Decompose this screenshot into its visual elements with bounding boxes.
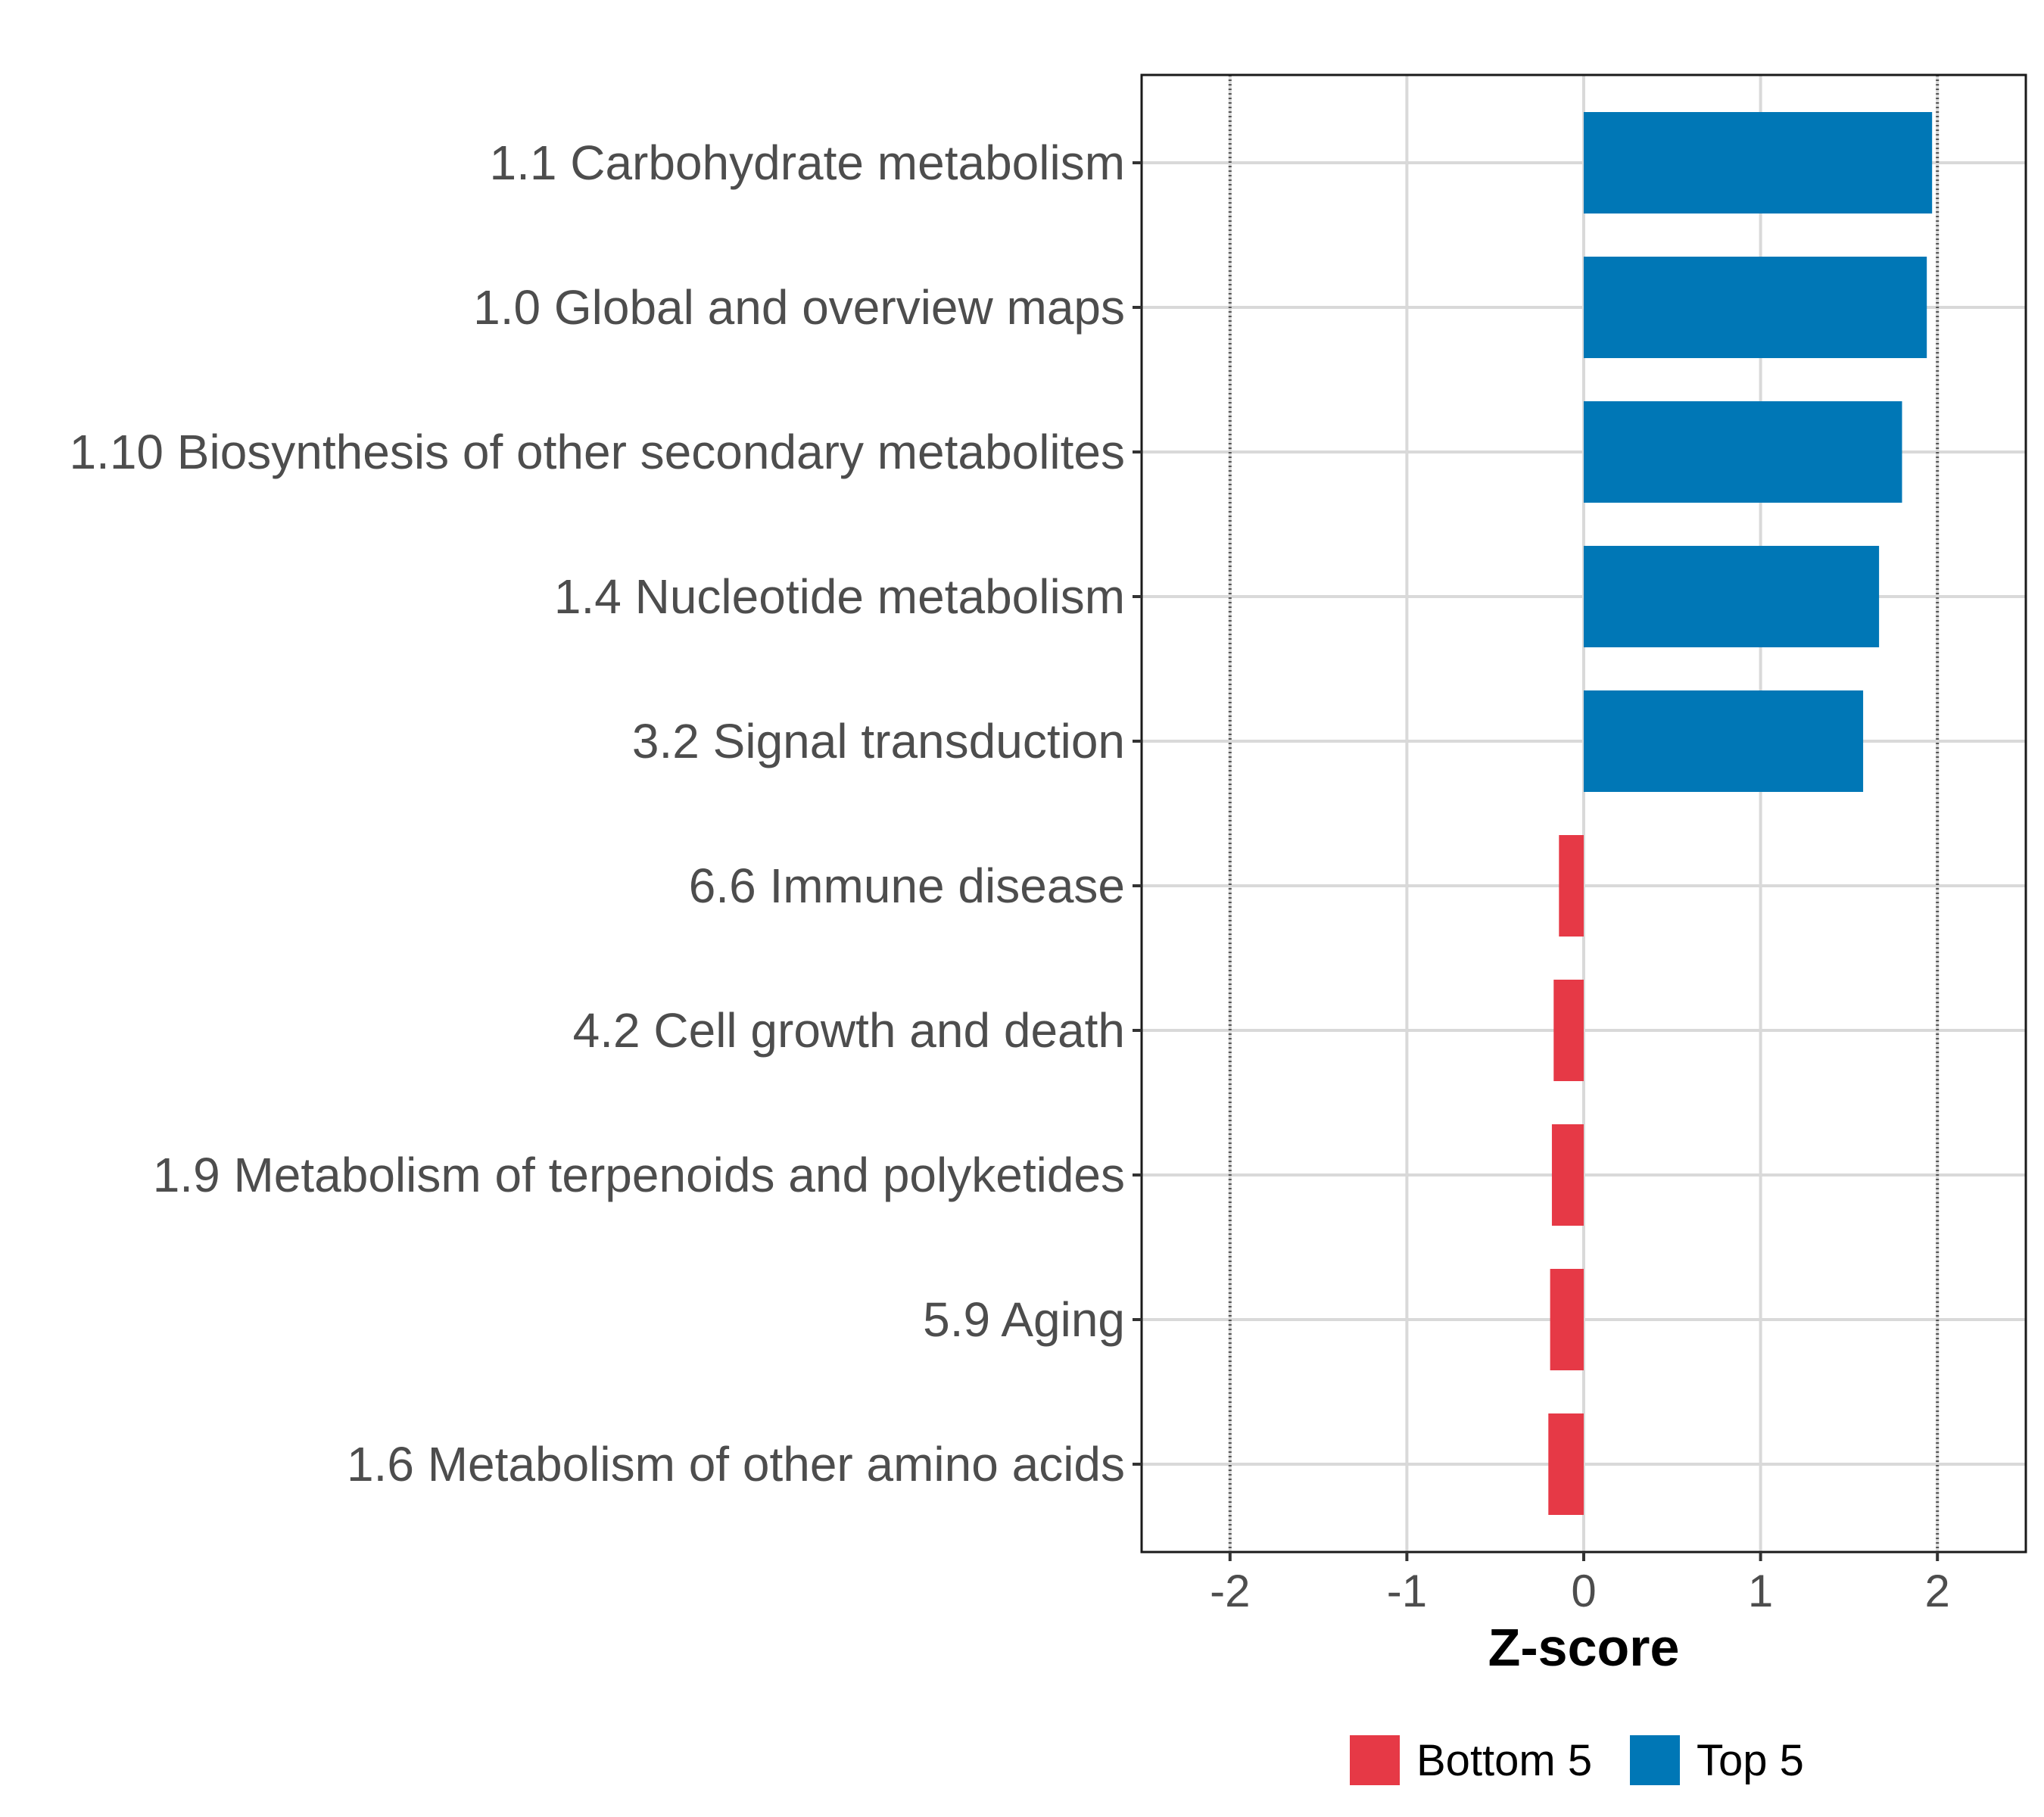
bar <box>1551 1124 1584 1226</box>
category-label: 1.6 Metabolism of other amino acids <box>347 1437 1125 1491</box>
bar <box>1553 980 1584 1081</box>
x-tick-label: 1 <box>1748 1566 1773 1616</box>
category-label: 1.4 Nucleotide metabolism <box>554 569 1125 624</box>
legend-swatch <box>1630 1735 1680 1785</box>
legend-label: Top 5 <box>1697 1736 1804 1785</box>
x-tick-label: -1 <box>1387 1566 1427 1616</box>
category-label: 5.9 Aging <box>923 1292 1125 1347</box>
bar <box>1584 690 1864 792</box>
reference-lines <box>1228 75 1940 1552</box>
category-label: 1.0 Global and overview maps <box>473 280 1125 335</box>
category-label: 3.2 Signal transduction <box>632 714 1125 768</box>
legend: Bottom 5 Top 5 <box>1350 1735 1804 1785</box>
category-label: 1.1 Carbohydrate metabolism <box>489 136 1125 190</box>
bar <box>1584 546 1880 647</box>
x-axis: -2 -1 0 1 2 <box>1210 1552 1950 1616</box>
category-label: 6.6 Immune disease <box>689 859 1125 913</box>
bar <box>1584 112 1933 213</box>
bar <box>1559 835 1584 937</box>
bar <box>1584 401 1902 503</box>
x-axis-title: Z-score <box>1488 1618 1680 1677</box>
bar <box>1548 1413 1584 1515</box>
legend-label: Bottom 5 <box>1416 1736 1592 1785</box>
x-tick-label: 0 <box>1571 1566 1596 1616</box>
bars <box>1548 112 1933 1515</box>
bar <box>1550 1269 1584 1370</box>
category-label: 1.10 Biosynthesis of other secondary met… <box>69 425 1125 479</box>
category-label: 1.9 Metabolism of terpenoids and polyket… <box>153 1148 1125 1202</box>
bar <box>1584 257 1927 358</box>
x-tick-label: -2 <box>1210 1566 1250 1616</box>
legend-swatch <box>1350 1735 1400 1785</box>
x-tick-label: 2 <box>1925 1566 1950 1616</box>
category-label: 4.2 Cell growth and death <box>573 1003 1125 1058</box>
y-axis: 1.1 Carbohydrate metabolism 1.0 Global an… <box>69 136 1142 1491</box>
